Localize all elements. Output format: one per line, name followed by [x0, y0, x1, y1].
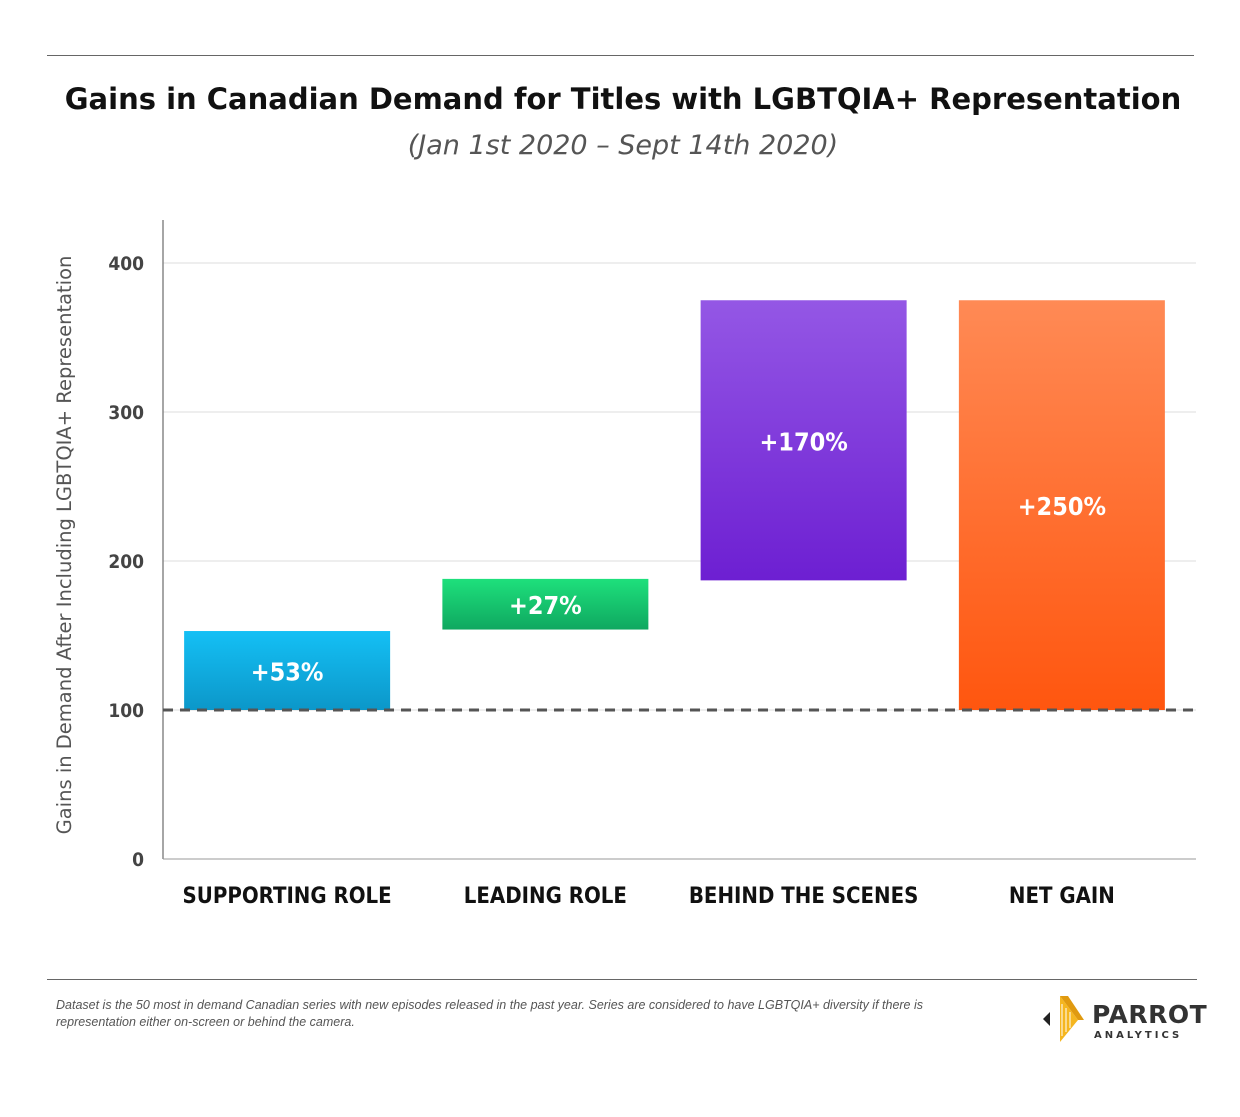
x-category-label: NET GAIN: [1009, 884, 1115, 909]
waterfall-chart: 0 100 200 300 400 Gains in Demand After Inclu…: [53, 220, 1196, 909]
footnote: Dataset is the 50 most in demand Canadia…: [56, 998, 924, 1029]
bar-leading-role: [442, 578, 649, 630]
bar-behind-the-scenes: [700, 300, 907, 581]
bottom-rule: [47, 979, 1197, 980]
y-tick-label: 300: [108, 402, 144, 424]
chart-subtitle: (Jan 1st 2020 – Sept 14th 2020): [407, 130, 839, 161]
x-category-label: SUPPORTING ROLE: [183, 884, 392, 909]
bar-value-label: +170%: [759, 427, 847, 456]
y-tick-label: 400: [108, 253, 144, 275]
bar-supporting-role: [184, 631, 391, 710]
logo-subtitle: ANALYTICS: [1094, 1030, 1183, 1041]
bar-net-gain: [958, 300, 1165, 710]
y-axis-label: Gains in Demand After Including LGBTQIA+…: [53, 256, 76, 835]
parrot-logo-icon: [1043, 996, 1084, 1042]
parrot-analytics-logo: PARROT ANALYTICS: [1040, 992, 1207, 1044]
bar-value-label: +53%: [251, 658, 324, 687]
top-rule: [47, 55, 1194, 56]
y-tick-label: 200: [108, 551, 144, 573]
x-category-label: LEADING ROLE: [464, 884, 627, 909]
chart-title: Gains in Canadian Demand for Titles with…: [64, 82, 1182, 116]
y-tick-label: 0: [132, 849, 144, 871]
y-tick-label: 100: [108, 700, 144, 722]
x-category-label: BEHIND THE SCENES: [689, 884, 919, 909]
logo-wordmark: PARROT: [1092, 1000, 1208, 1029]
bar-value-label: +250%: [1018, 492, 1106, 521]
bar-value-label: +27%: [509, 591, 582, 620]
